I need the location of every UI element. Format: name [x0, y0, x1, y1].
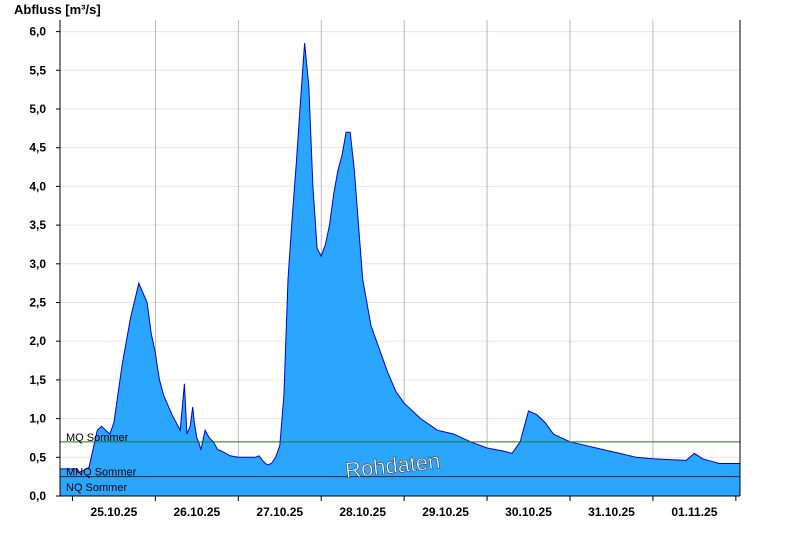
y-tick-label: 2,5 [29, 296, 46, 310]
axes [56, 20, 741, 501]
y-axis-title: Abfluss [m³/s] [14, 2, 101, 17]
y-tick-label: 1,5 [29, 373, 46, 387]
y-tick-label: 3,0 [29, 257, 46, 271]
x-tick-label: 27.10.25 [256, 505, 303, 519]
reference-lines: MQ Sommer MNQ Sommer NQ Sommer [60, 432, 740, 494]
x-tick-label: 29.10.25 [422, 505, 469, 519]
x-tick-label: 30.10.25 [505, 505, 552, 519]
y-tick-label: 3,5 [29, 218, 46, 232]
ref-label-nq-sommer: NQ Sommer [66, 482, 127, 494]
y-tick-label: 6,0 [29, 25, 46, 39]
y-tick-label: 5,5 [29, 63, 46, 77]
x-tick-labels: 25.10.25 26.10.25 27.10.25 28.10.25 29.10.25… [91, 505, 718, 519]
y-tick-label: 4,5 [29, 141, 46, 155]
discharge-series [60, 43, 740, 496]
y-tick-label: 1,0 [29, 412, 46, 426]
y-tick-label: 0,5 [29, 450, 46, 464]
ref-label-mnq-sommer: MNQ Sommer [66, 467, 137, 479]
ref-label-mq-sommer: MQ Sommer [66, 432, 129, 444]
discharge-area [60, 43, 740, 496]
x-tick-label: 01.11.25 [671, 505, 717, 519]
y-tick-label: 2,0 [29, 334, 46, 348]
x-tick-label: 25.10.25 [91, 505, 138, 519]
x-tick-label: 26.10.25 [173, 505, 220, 519]
y-tick-label: 5,0 [29, 102, 46, 116]
y-tick-label: 4,0 [29, 179, 46, 193]
x-tick-label: 31.10.25 [588, 505, 635, 519]
y-tick-labels: 0,0 0,5 1,0 1,5 2,0 2,5 3,0 3,5 4,0 4,5 5,0 5,5 6,0 [29, 25, 46, 503]
y-tick-label: 0,0 [29, 489, 46, 503]
discharge-line [60, 43, 740, 474]
x-tick-label: 28.10.25 [339, 505, 386, 519]
